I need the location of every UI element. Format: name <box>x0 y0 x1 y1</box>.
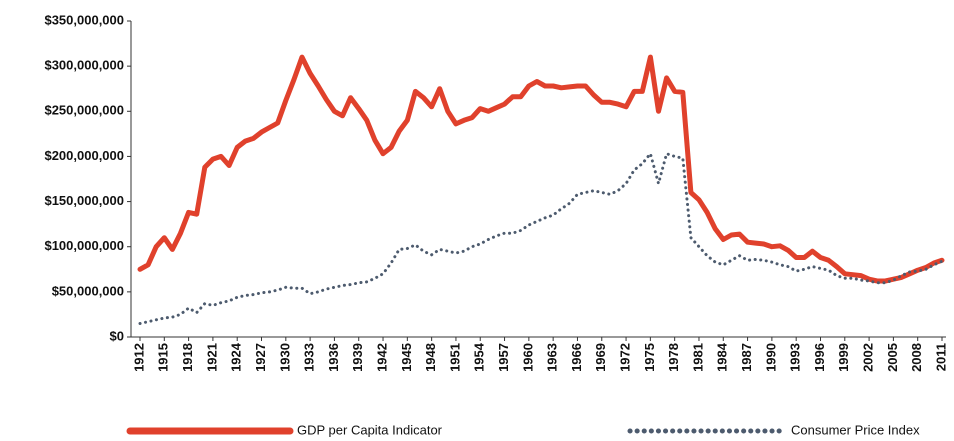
x-tick-label: 1954 <box>472 342 487 372</box>
x-tick-label: 1978 <box>666 343 681 372</box>
line-series <box>137 54 945 284</box>
x-tick-label: 2002 <box>861 343 876 372</box>
x-tick-label: 1987 <box>739 343 754 372</box>
x-tick-label: 1945 <box>399 343 414 372</box>
y-tick-label: $100,000,000 <box>44 238 124 253</box>
y-tick-label: $0 <box>110 328 124 343</box>
x-tick-label: 1915 <box>156 343 171 372</box>
x-tick-label: 1912 <box>131 343 146 372</box>
x-tick-label: 2005 <box>885 343 900 372</box>
y-tick-label: $200,000,000 <box>44 148 124 163</box>
x-tick-label: 2011 <box>933 343 948 371</box>
x-tick-label: 1933 <box>302 343 317 372</box>
x-tick-label: 1981 <box>690 343 705 372</box>
x-tick-label: 1960 <box>520 343 535 372</box>
x-tick-label: 1930 <box>277 343 292 372</box>
x-tick-label: 1963 <box>545 343 560 372</box>
x-tick-label: 1996 <box>812 343 827 372</box>
x-tick-label: 1939 <box>350 343 365 372</box>
x-tick-label: 1951 <box>447 343 462 372</box>
legend-label: Consumer Price Index <box>791 422 920 437</box>
x-tick-label: 1966 <box>569 343 584 372</box>
x-tick-label: 1924 <box>229 342 244 372</box>
legend-label: GDP per Capita Indicator <box>297 422 443 437</box>
x-tick-label: 1948 <box>423 343 438 372</box>
line-series <box>138 152 944 325</box>
x-tick-label: 1969 <box>593 343 608 372</box>
y-tick-label: $250,000,000 <box>44 103 124 118</box>
y-tick-label: $350,000,000 <box>44 12 124 27</box>
x-tick-label: 1936 <box>326 343 341 372</box>
x-tick-label: 1999 <box>836 343 851 372</box>
y-tick-label: $150,000,000 <box>44 193 124 208</box>
x-tick-label: 1984 <box>715 342 730 372</box>
x-tick-label: 1942 <box>374 343 389 372</box>
x-tick-label: 2008 <box>909 343 924 372</box>
x-tick-label: 1975 <box>642 343 657 372</box>
x-tick-label: 1993 <box>788 343 803 372</box>
x-tick-label: 1972 <box>617 343 632 372</box>
x-tick-label: 1957 <box>496 343 511 372</box>
y-tick-label: $300,000,000 <box>44 58 124 73</box>
y-tick-label: $50,000,000 <box>52 283 124 298</box>
x-tick-label: 1990 <box>763 343 778 372</box>
x-tick-label: 1918 <box>180 343 195 372</box>
x-tick-label: 1927 <box>253 343 268 372</box>
x-tick-label: 1921 <box>204 343 219 372</box>
